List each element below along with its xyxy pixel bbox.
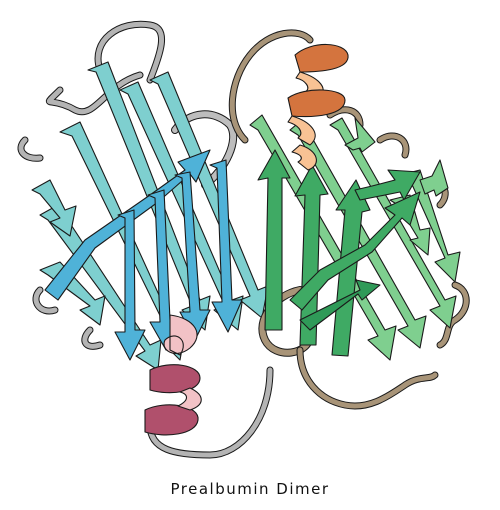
helix-a-link [177,387,202,411]
helix-b-back2 [287,115,316,146]
monomer-a-loops [17,20,274,459]
monomer-a-helix [144,314,202,436]
strand-b7 [419,159,449,197]
strand-b12 [289,191,421,311]
strand-b8 [257,149,291,331]
helix-a-front1 [149,364,201,394]
helix-b-tail [291,144,317,171]
strand-a6 [31,179,77,237]
helix-b-front1 [294,43,349,73]
helix-a-back [163,314,198,356]
monomer-a [17,20,274,459]
figure-caption: Prealbumin Dimer [170,480,330,498]
helix-b-front2 [287,89,346,118]
monomer-b [228,29,470,410]
strand-b6 [344,117,376,153]
strand-a8 [44,149,211,301]
monomer-a-front-strands [44,149,243,361]
strand-b13 [299,279,381,331]
strand-a3 [119,81,244,331]
strand-a2 [59,121,187,361]
helix-a-front2 [144,404,199,436]
strand-b11 [354,169,421,201]
strand-a11 [114,209,146,361]
monomer-b-helix [287,43,349,171]
monomer-b-front-strands [257,149,421,357]
strand-a12 [209,159,243,333]
strand-b4 [399,169,461,283]
